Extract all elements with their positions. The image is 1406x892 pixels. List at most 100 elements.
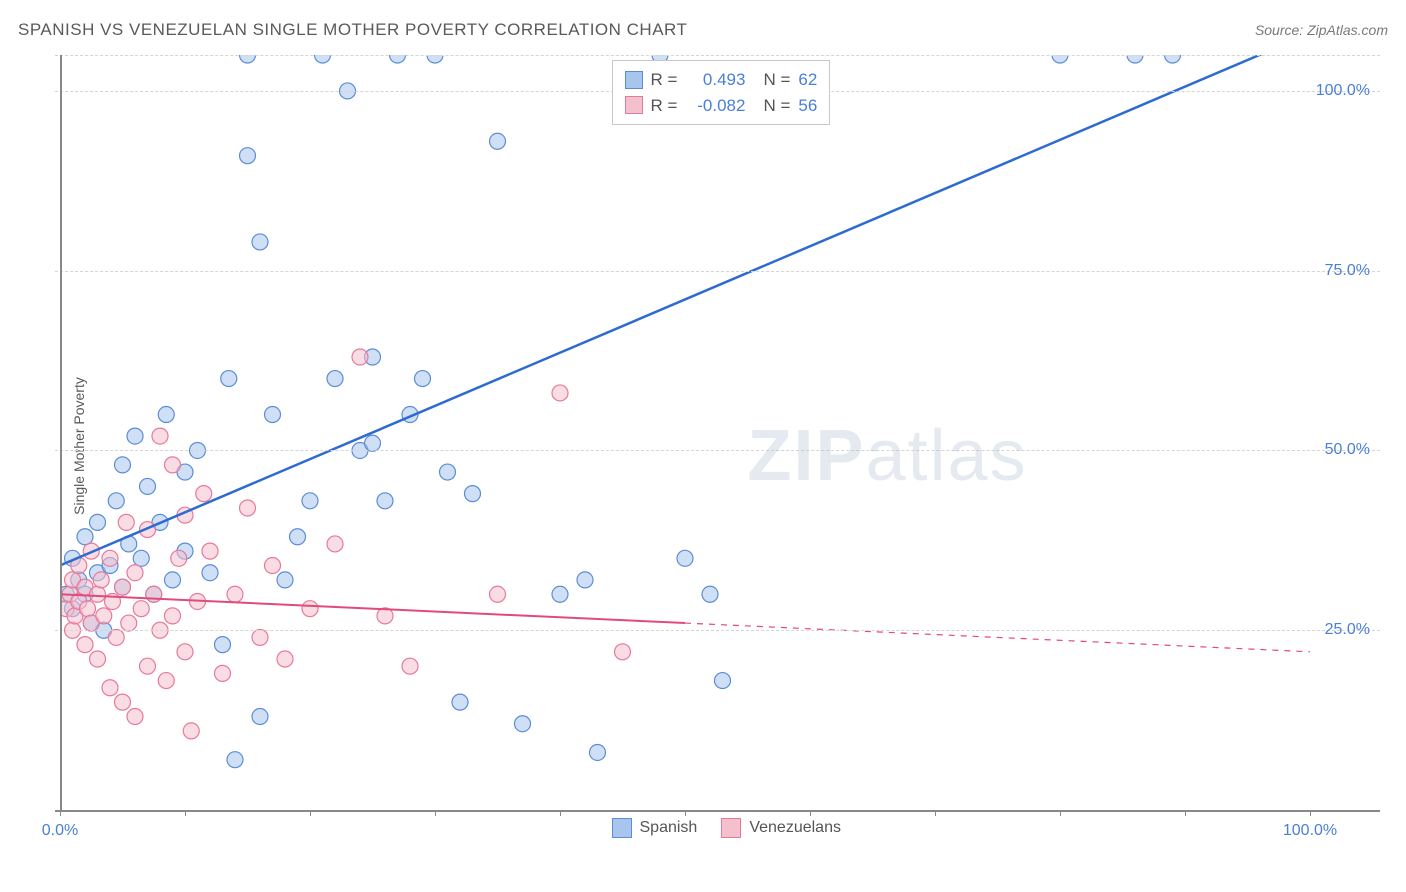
data-point (152, 428, 168, 444)
x-axis (55, 810, 1380, 812)
n-label: N = (763, 93, 790, 119)
data-point (515, 716, 531, 732)
data-point (221, 371, 237, 387)
y-tick-label: 100.0% (1316, 82, 1370, 100)
data-point (115, 579, 131, 595)
data-point (108, 493, 124, 509)
data-point (327, 536, 343, 552)
grid-line (55, 55, 1380, 56)
grid-line (55, 450, 1380, 451)
y-tick-label: 75.0% (1325, 262, 1370, 280)
data-point (121, 615, 137, 631)
data-point (327, 371, 343, 387)
data-point (90, 586, 106, 602)
data-point (277, 651, 293, 667)
x-tick (310, 810, 311, 816)
x-tick (185, 810, 186, 816)
data-point (183, 723, 199, 739)
data-point (240, 148, 256, 164)
r-label: R = (651, 67, 678, 93)
data-point (227, 586, 243, 602)
data-point (202, 543, 218, 559)
data-point (146, 586, 162, 602)
data-point (490, 133, 506, 149)
data-point (415, 371, 431, 387)
stats-box: R = 0.493 N = 62 R = -0.082 N = 56 (612, 60, 831, 125)
data-point (302, 601, 318, 617)
data-point (265, 558, 281, 574)
data-point (118, 514, 134, 530)
data-point (171, 550, 187, 566)
data-point (252, 629, 268, 645)
data-point (440, 464, 456, 480)
trend-line (60, 594, 685, 623)
data-point (377, 493, 393, 509)
data-point (465, 486, 481, 502)
data-point (552, 385, 568, 401)
data-point (77, 637, 93, 653)
data-point (177, 644, 193, 660)
legend-item: Venezuelans (721, 818, 841, 838)
data-point (90, 651, 106, 667)
data-point (252, 709, 268, 725)
series-swatch (625, 71, 643, 89)
data-point (452, 694, 468, 710)
data-point (115, 694, 131, 710)
data-point (365, 435, 381, 451)
data-point (290, 529, 306, 545)
x-tick-label: 0.0% (42, 822, 78, 840)
data-point (302, 493, 318, 509)
grid-line (55, 271, 1380, 272)
data-point (552, 586, 568, 602)
data-point (77, 529, 93, 545)
data-point (140, 478, 156, 494)
data-point (127, 709, 143, 725)
data-point (265, 407, 281, 423)
y-axis (60, 55, 62, 810)
stats-row: R = 0.493 N = 62 (625, 67, 818, 93)
r-value: -0.082 (685, 93, 745, 119)
n-value: 56 (798, 93, 817, 119)
r-label: R = (651, 93, 678, 119)
data-point (133, 550, 149, 566)
data-point (165, 457, 181, 473)
legend: Spanish Venezuelans (612, 818, 841, 838)
chart-title: SPANISH VS VENEZUELAN SINGLE MOTHER POVE… (18, 20, 687, 40)
x-tick-label: 100.0% (1283, 822, 1337, 840)
stats-row: R = -0.082 N = 56 (625, 93, 818, 119)
x-tick (810, 810, 811, 816)
data-point (490, 586, 506, 602)
data-point (702, 586, 718, 602)
scatter-chart (55, 55, 1380, 825)
data-point (96, 608, 112, 624)
r-value: 0.493 (685, 67, 745, 93)
chart-header: SPANISH VS VENEZUELAN SINGLE MOTHER POVE… (18, 20, 1388, 40)
data-point (102, 550, 118, 566)
data-point (165, 608, 181, 624)
data-point (227, 752, 243, 768)
legend-swatch (612, 818, 632, 838)
n-value: 62 (798, 67, 817, 93)
data-point (115, 457, 131, 473)
data-point (80, 601, 96, 617)
data-point (352, 349, 368, 365)
x-tick (1185, 810, 1186, 816)
legend-label: Venezuelans (749, 819, 841, 837)
data-point (102, 680, 118, 696)
data-point (165, 572, 181, 588)
data-point (140, 658, 156, 674)
x-tick (1310, 810, 1311, 816)
series-swatch (625, 96, 643, 114)
x-tick (1060, 810, 1061, 816)
y-tick-label: 50.0% (1325, 441, 1370, 459)
trend-line-dashed (685, 623, 1310, 652)
n-label: N = (763, 67, 790, 93)
data-point (158, 673, 174, 689)
x-tick (60, 810, 61, 816)
data-point (715, 673, 731, 689)
x-tick (435, 810, 436, 816)
data-point (158, 407, 174, 423)
data-point (202, 565, 218, 581)
chart-source: Source: ZipAtlas.com (1255, 22, 1388, 38)
legend-item: Spanish (612, 818, 698, 838)
